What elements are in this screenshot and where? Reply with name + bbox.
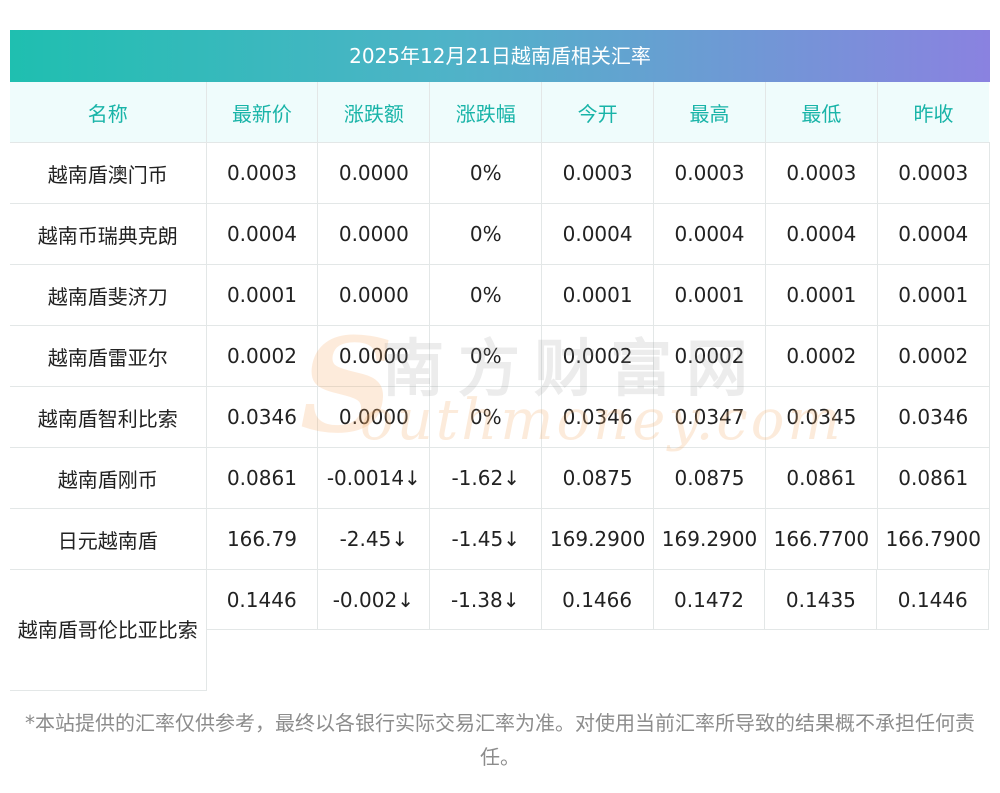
cell-value: -1.38↓	[429, 570, 542, 630]
prev-close: 0.0346	[876, 386, 990, 448]
high-price: 0.0347	[653, 386, 766, 448]
table-row: 越南盾澳门币 0.0003 0.0000 0% 0.0003 0.0003 0.0003 0.…	[10, 142, 990, 204]
low-price: 0.0861	[764, 447, 878, 509]
open-price: 0.0003	[541, 142, 655, 204]
open-price: 169.2900	[541, 508, 655, 570]
change-pct: 0%	[429, 386, 543, 448]
currency-pair-name: 越南盾斐济刀	[10, 264, 207, 326]
change-pct: 0%	[429, 142, 543, 204]
low-price: 0.0003	[764, 142, 878, 204]
latest-price: 0.0346	[205, 386, 319, 448]
table-row: 越南盾哥伦比亚比索 0.1446 -0.002↓ -1.38↓ 0.1466 0.1472…	[10, 569, 990, 691]
low-price: 166.7700	[764, 508, 878, 570]
change-pct: 0%	[429, 264, 543, 326]
change-amount: -2.45↓	[317, 508, 431, 570]
high-price: 0.1472	[653, 570, 766, 691]
prev-close: 0.1446	[877, 570, 990, 691]
exchange-rate-table: 名称 最新价 涨跌额 涨跌幅 今开 最高 最低 昨收 越南盾澳门币 0.0003 0…	[10, 82, 990, 691]
change-pct: -1.38↓	[429, 570, 542, 691]
prev-close: 0.0001	[876, 264, 990, 326]
prev-close: 0.0002	[876, 325, 990, 387]
latest-price: 0.0001	[205, 264, 319, 326]
change-amount: 0.0000	[317, 386, 431, 448]
change-pct: -1.45↓	[429, 508, 543, 570]
latest-price: 0.0861	[205, 447, 319, 509]
currency-pair-name: 越南盾哥伦比亚比索	[10, 569, 207, 691]
open-price: 0.1466	[541, 570, 654, 691]
cell-value: 0.1446	[206, 570, 318, 630]
prev-close: 0.0004	[876, 203, 990, 265]
open-price: 0.0875	[541, 447, 655, 509]
change-pct: 0%	[429, 203, 543, 265]
latest-price: 166.79	[205, 508, 319, 570]
table-row: 越南盾智利比索 0.0346 0.0000 0% 0.0346 0.0347 0.0345 0…	[10, 386, 990, 448]
prev-close: 0.0003	[876, 142, 990, 204]
change-amount: 0.0000	[317, 142, 431, 204]
cell-value: 0.1435	[765, 570, 878, 630]
cell-value: -0.002↓	[317, 570, 430, 630]
low-price: 0.0002	[764, 325, 878, 387]
table-row: 越南盾雷亚尔 0.0002 0.0000 0% 0.0002 0.0002 0.0002 0.…	[10, 325, 990, 387]
header-prev-close: 昨收	[876, 82, 990, 143]
high-price: 0.0001	[653, 264, 766, 326]
prev-close: 166.7900	[876, 508, 990, 570]
latest-price: 0.1446	[206, 570, 318, 691]
high-price: 169.2900	[653, 508, 766, 570]
low-price: 0.0001	[764, 264, 878, 326]
high-price: 0.0002	[653, 325, 766, 387]
cell-value: 0.1466	[541, 570, 654, 630]
change-amount: 0.0000	[317, 325, 431, 387]
high-price: 0.0004	[653, 203, 766, 265]
table-row: 越南盾刚币 0.0861 -0.0014↓ -1.62↓ 0.0875 0.0875 0.0…	[10, 447, 990, 509]
open-price: 0.0002	[541, 325, 655, 387]
table-row: 越南币瑞典克朗 0.0004 0.0000 0% 0.0004 0.0004 0.0004 0…	[10, 203, 990, 265]
currency-pair-name: 越南盾智利比索	[10, 386, 207, 448]
cell-value: 0.1446	[877, 570, 990, 630]
table-row: 越南盾斐济刀 0.0001 0.0000 0% 0.0001 0.0001 0.0001 0.…	[10, 264, 990, 326]
header-high: 最高	[653, 82, 766, 143]
change-pct: 0%	[429, 325, 543, 387]
low-price: 0.1435	[765, 570, 878, 691]
change-amount: -0.0014↓	[317, 447, 431, 509]
low-price: 0.0345	[764, 386, 878, 448]
currency-pair-name: 越南盾刚币	[10, 447, 207, 509]
open-price: 0.0346	[541, 386, 655, 448]
disclaimer-footnote: *本站提供的汇率仅供参考，最终以各银行实际交易汇率为准。对使用当前汇率所导致的结…	[25, 711, 975, 769]
latest-price: 0.0004	[205, 203, 319, 265]
open-price: 0.0001	[541, 264, 655, 326]
currency-pair-name: 日元越南盾	[10, 508, 207, 570]
prev-close: 0.0861	[876, 447, 990, 509]
change-pct: -1.62↓	[429, 447, 543, 509]
header-low: 最低	[764, 82, 878, 143]
change-amount: -0.002↓	[317, 570, 430, 691]
table-row: 日元越南盾 166.79 -2.45↓ -1.45↓ 169.2900 169.2900 1…	[10, 508, 990, 570]
header-change-pct: 涨跌幅	[429, 82, 542, 143]
currency-pair-name: 越南盾雷亚尔	[10, 325, 207, 387]
header-name: 名称	[10, 82, 206, 143]
low-price: 0.0004	[764, 203, 878, 265]
header-open: 今开	[541, 82, 654, 143]
cell-value: 0.1472	[653, 570, 766, 630]
header-change: 涨跌额	[317, 82, 430, 143]
high-price: 0.0003	[653, 142, 766, 204]
table-title: 2025年12月21日越南盾相关汇率	[10, 30, 990, 82]
change-amount: 0.0000	[317, 203, 431, 265]
latest-price: 0.0002	[205, 325, 319, 387]
open-price: 0.0004	[541, 203, 655, 265]
currency-pair-name: 越南币瑞典克朗	[10, 203, 207, 265]
change-amount: 0.0000	[317, 264, 431, 326]
latest-price: 0.0003	[205, 142, 319, 204]
table-header-row: 名称 最新价 涨跌额 涨跌幅 今开 最高 最低 昨收	[10, 82, 990, 143]
high-price: 0.0875	[653, 447, 766, 509]
currency-pair-name: 越南盾澳门币	[10, 142, 207, 204]
header-latest: 最新价	[205, 82, 318, 143]
